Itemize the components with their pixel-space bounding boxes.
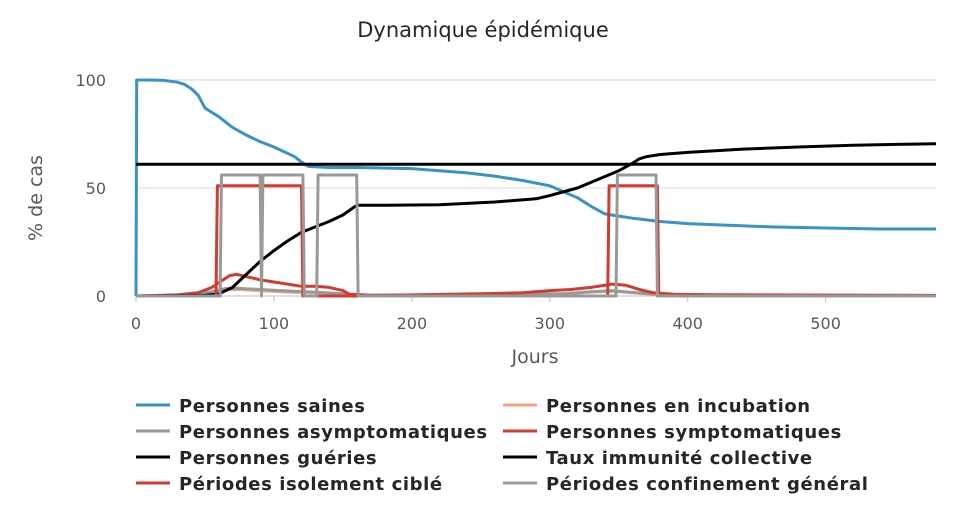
plot-area [134, 78, 937, 298]
chart-title: Dynamique épidémique [357, 18, 609, 42]
series-personnes-symptomatiques [135, 272, 937, 298]
legend-label: Personnes symptomatiques [546, 422, 842, 443]
legend-label: Périodes isolement ciblé [179, 474, 443, 495]
x-tick-label: 100 [259, 314, 290, 333]
legend-label: Périodes confinement général [546, 474, 869, 495]
series-periodes-confinement-general [136, 173, 936, 298]
legend-label: Personnes asymptomatiques [179, 422, 488, 443]
legend: Personnes saines Personnes en incubation P… [136, 396, 869, 495]
y-axis-title: % de cas [25, 155, 47, 241]
y-axis: 0 50 100 [75, 71, 106, 306]
legend-label: Personnes saines [179, 396, 366, 417]
legend-label: Taux immunité collective [546, 448, 813, 469]
x-tick-label: 300 [535, 314, 566, 333]
x-tick-label: 500 [810, 314, 841, 333]
x-axis: 0 100 200 300 400 500 [131, 295, 936, 333]
x-tick-label: 200 [397, 314, 428, 333]
x-axis-title: Jours [511, 346, 559, 368]
legend-label: Personnes en incubation [546, 396, 811, 417]
x-tick-label: 400 [672, 314, 703, 333]
legend-label: Personnes guéries [179, 448, 377, 469]
y-tick-label: 50 [86, 179, 106, 198]
y-tick-label: 0 [96, 287, 106, 306]
x-tick-label: 0 [131, 314, 141, 333]
series-personnes-gueries [135, 142, 937, 298]
y-tick-label: 100 [75, 71, 106, 90]
